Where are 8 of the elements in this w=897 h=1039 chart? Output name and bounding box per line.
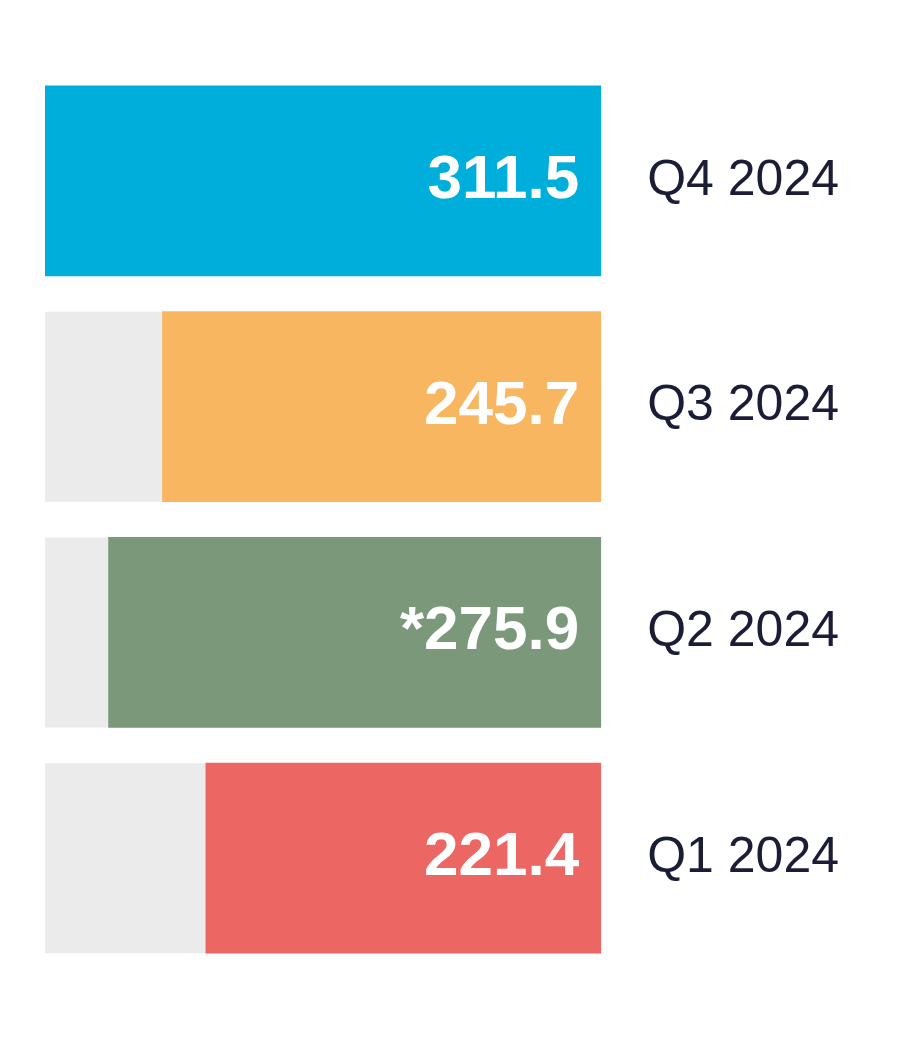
y-tick-label: Q1 2024 <box>647 826 840 883</box>
data-label: 311.5 <box>427 141 580 211</box>
y-tick-label: Q4 2024 <box>647 149 840 206</box>
y-tick-label: Q3 2024 <box>647 375 840 432</box>
data-label: 221.4 <box>424 819 580 889</box>
y-tick-label: Q2 2024 <box>647 601 840 658</box>
data-label: 245.7 <box>424 367 580 437</box>
data-label: *275.9 <box>399 593 580 663</box>
